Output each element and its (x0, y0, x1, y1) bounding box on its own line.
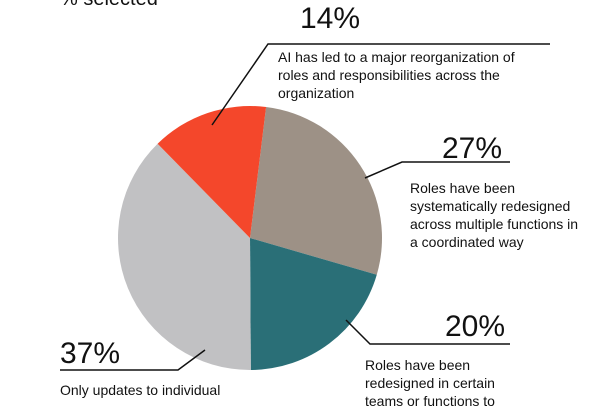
pie-slice (250, 238, 377, 370)
chart: 27% 20% 37% 14% (60, 2, 550, 371)
slice-label: AI has led to a major reorganization of … (278, 49, 515, 101)
value-label: 14% (300, 2, 360, 35)
slice-label: Roles have been systematically redesigne… (410, 180, 579, 250)
value-label: 27% (442, 132, 502, 165)
leader-line (345, 319, 510, 345)
slice-label: Only updates to individual (60, 382, 221, 398)
slice-label: Roles have been redesigned in certain te… (365, 357, 495, 409)
leader-line (364, 161, 510, 179)
pie-slice (117, 143, 251, 371)
value-label: 20% (445, 310, 505, 343)
pie-slice (157, 106, 267, 238)
leader-line (60, 349, 206, 371)
page: % selected 27%20%37%14% (() => { const d… (60, 0, 579, 409)
pie-slice (250, 106, 382, 275)
chart-subtitle: % selected (60, 0, 158, 11)
leader-line (211, 43, 550, 126)
value-label: 37% (60, 337, 120, 370)
